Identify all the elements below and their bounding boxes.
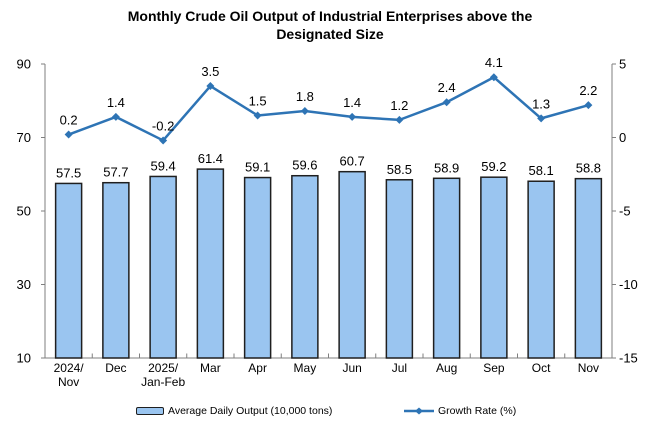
chart-title: Monthly Crude Oil Output of Industrial E… xyxy=(0,7,660,43)
bar-value-label: 61.4 xyxy=(198,151,223,166)
x-axis-category-label: Dec xyxy=(105,361,126,375)
x-axis-category-label: Mar xyxy=(200,361,221,375)
bar-value-label: 58.1 xyxy=(528,163,553,178)
growth-rate-line xyxy=(68,75,589,142)
line-marker-icon xyxy=(489,73,498,82)
line-marker-icon xyxy=(442,98,451,107)
x-axis-category-label: Sep xyxy=(483,361,505,375)
bar-value-label: 59.6 xyxy=(292,158,317,173)
bar xyxy=(338,170,366,359)
x-axis-category-label: Oct xyxy=(532,361,551,375)
line-value-label: 1.4 xyxy=(343,95,361,110)
bar-value-label: 59.4 xyxy=(150,158,175,173)
bar-value-label: 59.2 xyxy=(481,159,506,174)
line-value-label: 1.2 xyxy=(390,98,408,113)
bar xyxy=(291,174,319,359)
bar xyxy=(102,181,130,359)
line-marker-icon xyxy=(253,111,262,120)
bar-value-label: 60.7 xyxy=(339,154,364,169)
bar-value-label: 58.8 xyxy=(576,161,601,176)
x-axis-category-label: May xyxy=(294,361,317,375)
bar xyxy=(149,175,177,359)
line-value-label: 2.4 xyxy=(438,80,456,95)
x-axis-category-label: Nov xyxy=(578,361,599,375)
x-axis-category-label: 2024/Nov xyxy=(54,361,85,389)
line-marker-icon xyxy=(300,107,309,116)
right-axis-tick-label: 5 xyxy=(619,57,626,72)
line-value-label: 1.3 xyxy=(532,96,550,111)
legend-item-average-daily-output: Average Daily Output (10,000 tons) xyxy=(136,405,332,417)
x-axis-category-label: Apr xyxy=(248,361,267,375)
x-axis-category-label: Jun xyxy=(342,361,361,375)
line-value-label: 1.8 xyxy=(296,89,314,104)
right-axis-tick-label: 0 xyxy=(619,130,626,145)
left-axis-tick-label: 30 xyxy=(17,277,31,292)
right-axis-tick-label: -5 xyxy=(619,204,631,219)
line-value-label: 2.2 xyxy=(579,83,597,98)
line-marker-icon xyxy=(64,130,73,139)
line-value-label: 4.1 xyxy=(485,55,503,70)
legend-bar-label: Average Daily Output (10,000 tons) xyxy=(168,405,333,417)
line-marker-icon xyxy=(348,112,357,121)
line-marker-icon xyxy=(159,136,168,145)
x-axis-category-label: Jul xyxy=(392,361,407,375)
x-axis-category-label: 2025/Jan-Feb xyxy=(141,361,185,389)
bar xyxy=(574,177,603,359)
chart-title-line-1: Monthly Crude Oil Output of Industrial E… xyxy=(127,8,533,24)
left-axis-tick-label: 90 xyxy=(17,57,31,72)
line-marker-icon xyxy=(537,114,546,123)
line-marker-icon xyxy=(206,82,215,91)
left-axis-tick-label: 70 xyxy=(17,130,31,145)
line-value-label: 1.4 xyxy=(107,95,125,110)
bar-value-label: 57.7 xyxy=(103,165,128,180)
bar-value-label: 59.1 xyxy=(245,160,270,175)
bar xyxy=(432,177,461,359)
bar-value-label: 57.5 xyxy=(56,165,81,180)
bar xyxy=(196,168,225,359)
bar-value-label: 58.9 xyxy=(434,160,459,175)
line-value-label: 0.2 xyxy=(60,113,78,128)
line-value-label: 1.5 xyxy=(249,93,267,108)
bar xyxy=(385,179,414,359)
bar-value-label: 58.5 xyxy=(387,162,412,177)
legend-item-growth-rate: Growth Rate (%) xyxy=(404,405,516,417)
right-axis-tick-label: -10 xyxy=(619,277,638,292)
x-axis-category-label: Aug xyxy=(436,361,457,375)
bar xyxy=(527,180,555,359)
bar xyxy=(54,182,83,359)
bar xyxy=(480,176,508,359)
chart-title-line-2: Designated Size xyxy=(276,26,384,42)
line-marker-icon xyxy=(395,115,404,124)
bar xyxy=(243,176,272,359)
line-legend-swatch-icon xyxy=(404,407,434,415)
legend-line-label: Growth Rate (%) xyxy=(438,405,517,417)
line-marker-icon xyxy=(584,101,593,110)
left-axis-tick-label: 50 xyxy=(17,204,31,219)
bar-legend-swatch-icon xyxy=(136,407,164,415)
line-value-label: -0.2 xyxy=(152,118,174,133)
line-value-label: 3.5 xyxy=(201,64,219,79)
line-marker-icon xyxy=(111,112,120,121)
left-axis-tick-label: 10 xyxy=(17,351,31,366)
right-axis-tick-label: -15 xyxy=(619,351,638,366)
